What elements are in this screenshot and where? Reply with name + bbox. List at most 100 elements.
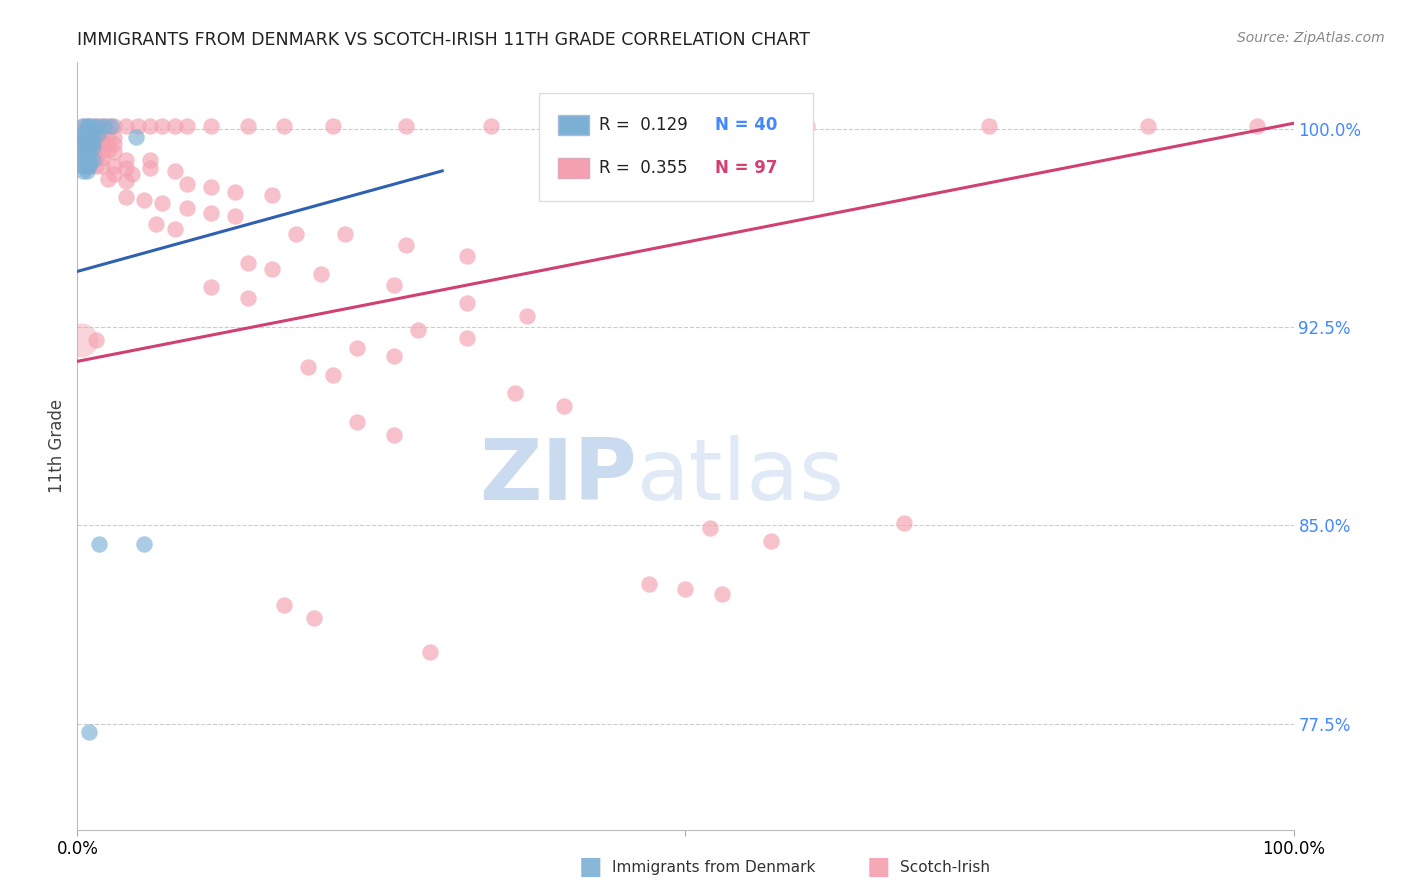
Point: [76, 164, 98, 178]
Point: [84, 151, 107, 165]
Point: [84, 159, 107, 173]
Point: [89, 537, 111, 551]
Point: [134, 537, 156, 551]
Point: [79, 119, 101, 133]
Text: Scotch-Irish: Scotch-Irish: [900, 860, 990, 874]
Point: [304, 611, 326, 625]
Y-axis label: 11th Grade: 11th Grade: [48, 399, 66, 493]
Point: [79, 159, 101, 173]
Point: [516, 310, 538, 324]
Point: [382, 349, 405, 363]
Point: [70, 333, 93, 347]
Point: [139, 153, 162, 168]
Point: [72, 140, 94, 154]
Point: [675, 582, 697, 596]
Point: [979, 119, 1001, 133]
Point: [236, 256, 259, 270]
Point: [200, 280, 222, 294]
FancyBboxPatch shape: [558, 158, 589, 178]
Point: [346, 341, 368, 355]
Point: [382, 428, 405, 442]
Text: ZIP: ZIP: [479, 435, 637, 518]
Point: [176, 201, 198, 215]
Point: [406, 323, 429, 337]
Point: [125, 129, 148, 144]
Point: [346, 415, 368, 429]
FancyBboxPatch shape: [540, 93, 813, 201]
Point: [893, 516, 915, 530]
Point: [395, 238, 418, 252]
Point: [90, 151, 112, 165]
Point: [103, 167, 125, 181]
Point: [103, 137, 125, 152]
Point: [76, 145, 98, 160]
Point: [382, 277, 405, 292]
Point: [90, 143, 112, 157]
Point: [76, 140, 98, 154]
Point: [72, 119, 94, 133]
Point: [72, 127, 94, 141]
Point: [84, 135, 107, 149]
Point: [76, 127, 98, 141]
Point: [224, 185, 246, 199]
Point: [309, 267, 332, 281]
Point: [97, 129, 120, 144]
Point: [419, 645, 441, 659]
Point: [1136, 119, 1159, 133]
Point: [82, 135, 104, 149]
Point: [710, 587, 733, 601]
Point: [103, 119, 125, 133]
Point: [273, 598, 295, 612]
Point: [76, 151, 98, 165]
Point: [602, 119, 624, 133]
Text: Immigrants from Denmark: Immigrants from Denmark: [612, 860, 815, 874]
Point: [90, 129, 112, 144]
Point: [553, 400, 575, 414]
Point: [152, 119, 174, 133]
Point: [103, 145, 125, 160]
Point: [90, 159, 112, 173]
Point: [72, 132, 94, 146]
Point: [127, 119, 149, 133]
Point: [200, 206, 222, 220]
Point: [759, 534, 782, 549]
Text: ■: ■: [579, 855, 602, 879]
Point: [79, 119, 101, 133]
Point: [236, 119, 259, 133]
Point: [273, 119, 295, 133]
Point: [97, 171, 120, 186]
Point: [456, 296, 478, 310]
Point: [456, 330, 478, 344]
Point: [72, 119, 94, 133]
Point: [97, 143, 120, 157]
Point: [163, 222, 186, 236]
Point: [134, 193, 156, 207]
Point: [115, 153, 138, 168]
Point: [297, 359, 319, 374]
Point: [103, 159, 125, 173]
Point: [503, 386, 526, 401]
Point: [72, 127, 94, 141]
Point: [200, 179, 222, 194]
Point: [115, 161, 138, 176]
Point: [200, 119, 222, 133]
Point: [79, 132, 101, 146]
Point: [100, 119, 122, 133]
Point: [163, 119, 186, 133]
Text: ■: ■: [868, 855, 890, 879]
Text: Source: ZipAtlas.com: Source: ZipAtlas.com: [1237, 31, 1385, 45]
Point: [79, 159, 101, 173]
Point: [395, 119, 418, 133]
Point: [84, 119, 107, 133]
Point: [79, 140, 101, 154]
Point: [1246, 119, 1268, 133]
Point: [72, 164, 94, 178]
Point: [322, 119, 344, 133]
Point: [82, 140, 104, 154]
Point: [72, 148, 94, 162]
Point: [84, 333, 107, 347]
Point: [796, 119, 818, 133]
Point: [97, 137, 120, 152]
Point: [638, 576, 661, 591]
Point: [145, 217, 167, 231]
